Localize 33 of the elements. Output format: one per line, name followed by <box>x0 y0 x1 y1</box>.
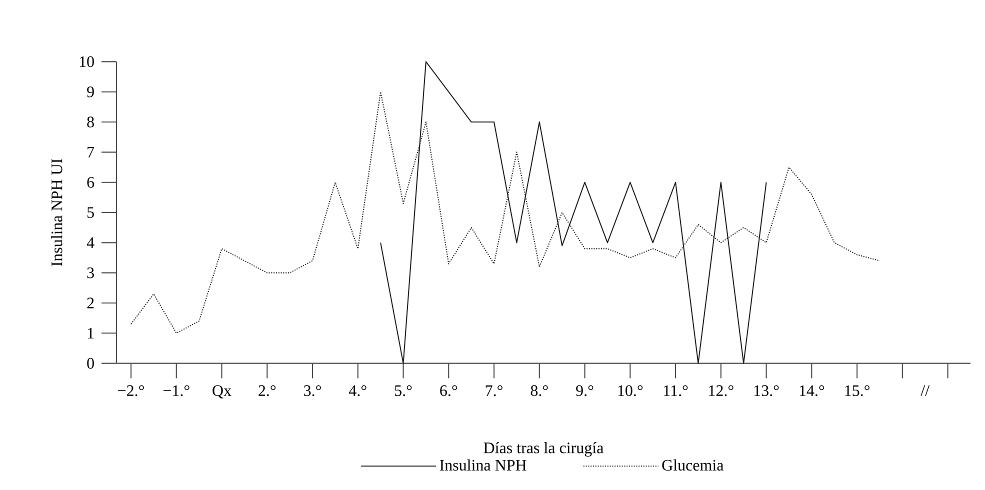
x-tick-label: 9.° <box>576 385 594 396</box>
x-tick-label: 3.° <box>304 385 321 396</box>
x-tick-label: 10.° <box>618 385 643 396</box>
legend-label: Glucemia <box>662 459 724 471</box>
x-tick-label: 14.° <box>800 385 824 396</box>
x-tick-label: 8.° <box>530 385 548 396</box>
y-tick-label: 3 <box>87 267 94 278</box>
y-tick-label: 10 <box>80 56 94 68</box>
y-tick-label: 2 <box>87 298 94 308</box>
y-tick-label: 8 <box>87 116 94 128</box>
x-tick-label: Qx <box>212 385 232 398</box>
x-tick-label: −2.° <box>118 385 144 396</box>
x-tick-label: −1.° <box>163 385 190 396</box>
y-tick-label: 4 <box>86 237 94 248</box>
x-axis-title: Días tras la cirugía <box>484 442 604 457</box>
y-tick-label: 6 <box>87 176 94 188</box>
legend-label: Insulina NPH <box>440 459 526 471</box>
x-tick-label: 7.° <box>486 385 502 396</box>
y-axis-title: Insulina NPH UI <box>51 158 62 266</box>
x-tick-label: 13.° <box>754 385 779 396</box>
x-tick-label: 2.° <box>258 385 276 396</box>
x-tick-label: 12.° <box>709 385 734 396</box>
x-tick-label: 15.° <box>845 385 870 396</box>
x-tick-label: 5.° <box>394 385 412 396</box>
x-tick-label: 4.° <box>349 385 366 396</box>
y-tick-label: 1 <box>88 328 94 338</box>
y-tick-label: 7 <box>88 146 94 158</box>
y-tick-label: 9 <box>87 86 94 98</box>
y-tick-label: 5 <box>87 207 94 218</box>
y-tick-label: 0 <box>87 358 94 369</box>
x-tick-label: 11.° <box>664 385 688 396</box>
x-tick-label: // <box>920 385 930 396</box>
x-tick-label: 6.° <box>440 385 458 396</box>
